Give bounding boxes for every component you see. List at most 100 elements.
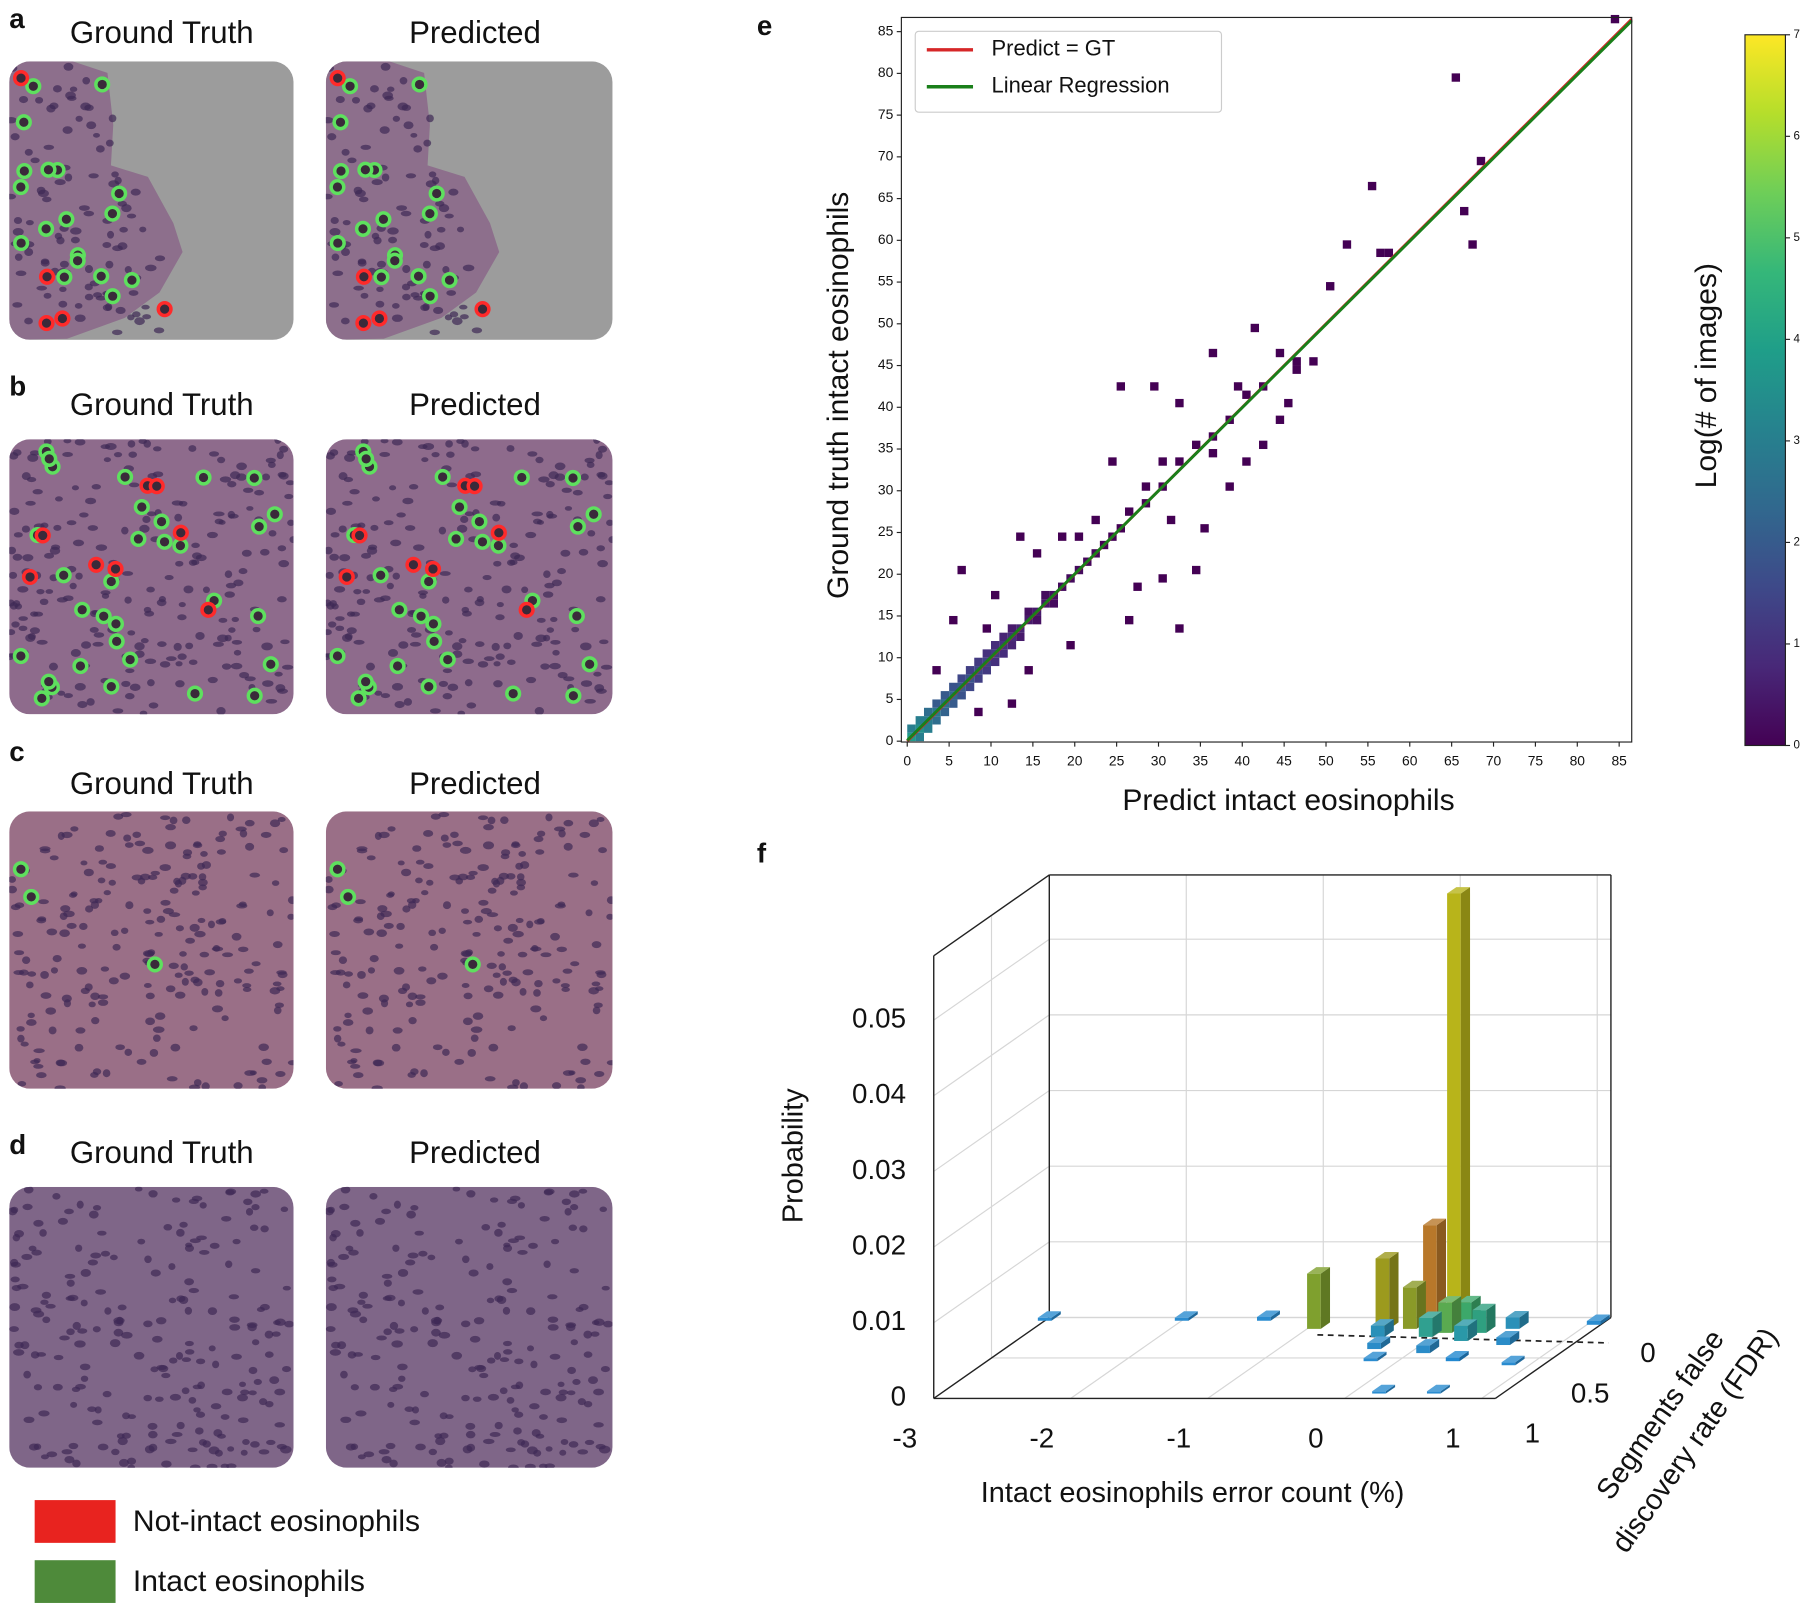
nucleus <box>191 542 200 548</box>
nucleus <box>461 951 472 957</box>
nucleus <box>277 688 288 694</box>
intact-marker <box>569 518 586 535</box>
intact-marker <box>25 78 42 95</box>
nucleus <box>518 850 527 857</box>
nucleus <box>345 1245 354 1252</box>
nucleus <box>415 999 426 1006</box>
nucleus <box>11 1284 22 1292</box>
nucleus <box>428 1448 438 1456</box>
bar-top <box>1586 1314 1610 1322</box>
nucleus <box>217 456 226 464</box>
nucleus <box>102 241 112 248</box>
nucleus <box>244 676 256 682</box>
hist-cell <box>990 590 1000 600</box>
nucleus <box>83 210 95 217</box>
nucleus <box>503 642 512 650</box>
hist-cell <box>923 707 933 717</box>
nucleus <box>413 145 423 153</box>
nucleus <box>97 1443 109 1451</box>
nucleus <box>231 639 243 645</box>
nucleus <box>355 899 366 905</box>
nucleus <box>590 880 599 886</box>
nucleus <box>185 937 195 944</box>
nucleus <box>50 544 61 550</box>
z-axis-label: Probability <box>778 1088 810 1223</box>
nucleus <box>77 943 86 949</box>
nucleus <box>414 1230 424 1236</box>
legend-label: Linear Regression <box>992 73 1170 98</box>
nucleus <box>144 658 157 665</box>
x-tick-label: 55 <box>1360 752 1376 768</box>
nucleus <box>134 840 146 847</box>
nucleus <box>57 1217 68 1225</box>
nucleus <box>124 693 135 700</box>
nucleus <box>392 1027 403 1034</box>
intact-marker <box>146 956 163 973</box>
nucleus <box>33 1064 44 1069</box>
nucleus <box>251 1204 260 1211</box>
nucleus <box>374 690 383 696</box>
nucleus <box>184 970 194 976</box>
nucleus <box>269 987 281 995</box>
nucleus <box>377 905 388 913</box>
nucleus <box>126 213 137 219</box>
nucleus <box>506 873 516 880</box>
nucleus <box>149 1049 159 1057</box>
nucleus <box>12 931 24 938</box>
nucleus <box>528 1242 538 1249</box>
intact-marker <box>332 162 350 180</box>
nucleus <box>227 480 237 488</box>
nucleus <box>593 1422 604 1428</box>
nucleus <box>84 293 94 301</box>
nucleus <box>370 85 379 93</box>
nucleus <box>33 1058 41 1064</box>
nucleus <box>70 227 82 235</box>
bar-side <box>1384 1319 1394 1337</box>
nucleus <box>82 77 91 85</box>
nucleus <box>467 1049 476 1057</box>
nucleus <box>393 966 405 975</box>
nucleus <box>411 1406 420 1414</box>
nucleus <box>535 456 544 464</box>
nucleus <box>70 649 81 657</box>
nucleus <box>349 1310 362 1318</box>
not-intact-marker <box>405 556 422 573</box>
nucleus <box>380 62 391 71</box>
nucleus <box>147 1422 158 1430</box>
nucleus <box>550 932 560 941</box>
nucleus <box>595 1443 606 1450</box>
nucleus <box>477 815 489 821</box>
nucleus <box>400 210 412 217</box>
nucleus <box>176 1421 185 1430</box>
intact-marker <box>186 685 204 702</box>
nucleus <box>233 1082 243 1089</box>
nucleus <box>378 1449 390 1455</box>
nucleus <box>17 586 29 593</box>
nucleus <box>330 532 340 538</box>
colorbar-tick-label: 0 <box>1794 740 1800 752</box>
nucleus <box>558 1389 568 1396</box>
nucleus <box>353 1352 363 1357</box>
nucleus <box>95 544 108 551</box>
nucleus <box>77 1328 88 1334</box>
nucleus <box>150 1269 161 1277</box>
nucleus <box>584 1439 595 1445</box>
nucleus <box>91 484 101 490</box>
nucleus <box>189 1464 201 1468</box>
nucleus <box>54 496 63 502</box>
nucleus <box>273 1006 282 1015</box>
nucleus <box>547 1324 559 1331</box>
nucleus <box>72 539 85 547</box>
nucleus <box>117 1437 128 1446</box>
nucleus <box>468 1366 477 1373</box>
intact-marker <box>474 533 491 550</box>
nucleus <box>515 917 524 924</box>
nucleus <box>115 1044 125 1051</box>
nucleus <box>426 879 434 886</box>
nucleus <box>347 1351 357 1359</box>
nucleus <box>74 439 86 446</box>
nucleus <box>122 1412 131 1420</box>
nucleus <box>33 1219 44 1227</box>
nucleus <box>337 1041 346 1047</box>
nucleus <box>95 145 105 153</box>
